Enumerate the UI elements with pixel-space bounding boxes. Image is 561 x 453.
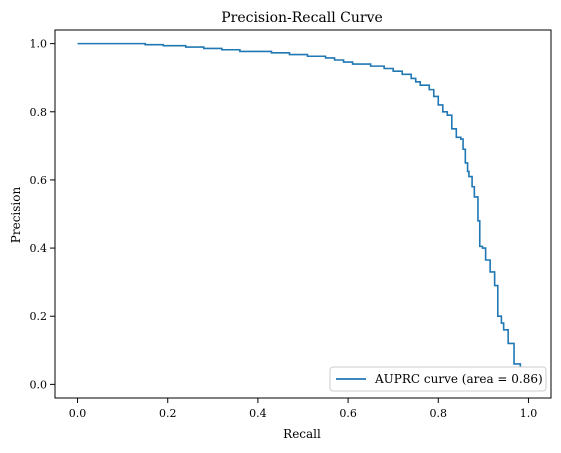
- y-tick-label: 0.2: [30, 310, 48, 323]
- legend-series-label: AUPRC curve (area = 0.86): [374, 372, 543, 386]
- plot-area: [77, 42, 522, 371]
- legend: AUPRC curve (area = 0.86): [329, 366, 547, 392]
- legend-box: [329, 366, 547, 392]
- x-tick-label: 1.0: [520, 407, 538, 420]
- chart-title: Precision-Recall Curve: [221, 10, 383, 26]
- x-tick-label: 0.8: [430, 407, 448, 420]
- x-axis-title: Recall: [283, 427, 321, 441]
- y-tick-label: 0.6: [30, 174, 48, 187]
- plot-frame: [54, 29, 552, 399]
- x-tick-label: 0.6: [339, 407, 357, 420]
- axes: 0.0 0.2 0.4 0.6 0.8 1.0 0.0 0.2 0.4 0.6 0.8 1.0: [30, 29, 552, 420]
- precision-recall-line: [77, 42, 522, 371]
- y-tick-label: 1.0: [30, 38, 48, 51]
- x-tick-label: 0.4: [249, 407, 267, 420]
- y-tick-label: 0.4: [30, 242, 48, 255]
- y-axis-title: Precision: [9, 187, 23, 244]
- x-tick-label: 0.2: [159, 407, 177, 420]
- y-tick-label: 0.0: [30, 378, 48, 391]
- x-tick-label: 0.0: [69, 407, 87, 420]
- y-tick-label: 0.8: [30, 106, 48, 119]
